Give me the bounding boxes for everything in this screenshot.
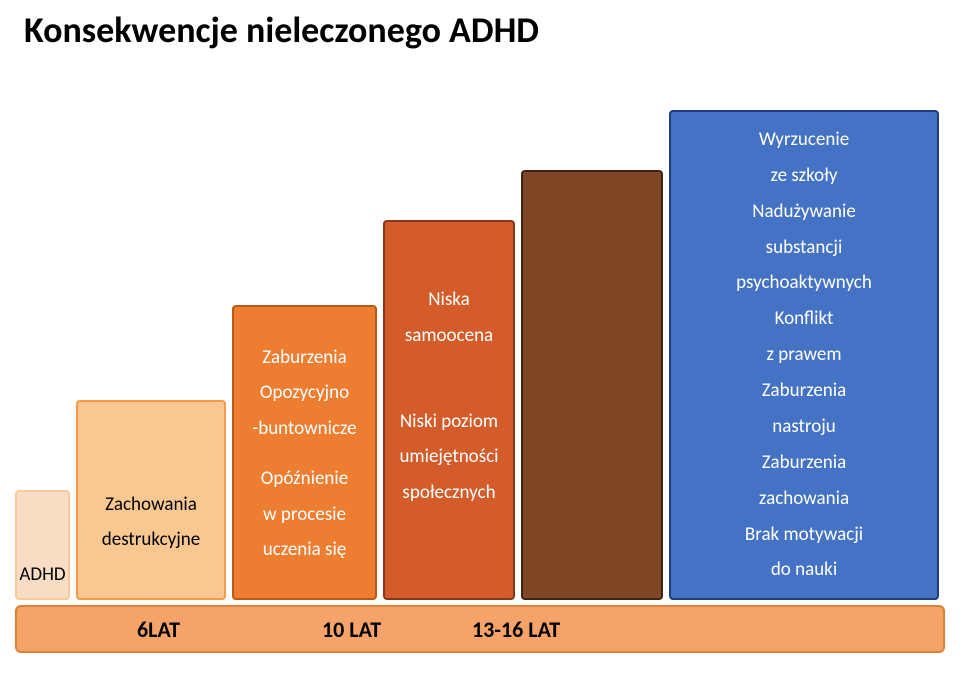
bar-adhd: ADHD	[15, 490, 70, 600]
bar-chart: ADHD Zachowania destrukcyjne Zaburzenia …	[15, 110, 945, 600]
bar-opozycyjno: Zaburzenia Opozycyjno -buntownicze Opóźn…	[232, 305, 377, 600]
bar-label: umiejętności	[399, 445, 498, 469]
timeline-label: 13-16 LAT	[472, 616, 560, 643]
bar-label: Opozycyjno	[260, 381, 349, 405]
bar-label: nastroju	[772, 415, 836, 439]
bar-label: Nadużywanie	[752, 200, 856, 224]
bar-label: uczenia się	[263, 538, 347, 562]
timeline-bar: 6LAT 10 LAT 13-16 LAT	[15, 605, 945, 653]
bar-label: zachowania	[759, 487, 849, 511]
bar-label: -buntownicze	[252, 417, 356, 441]
bar-label: ze szkoły	[771, 164, 838, 188]
bar-label: Konflikt	[775, 307, 834, 331]
bar-label: ADHD	[17, 563, 68, 586]
bar-label: Wyrzucenie	[759, 128, 849, 152]
bar-label: do nauki	[771, 558, 837, 582]
bar-label: substancji	[766, 236, 843, 260]
bar-label: Brak motywacji	[745, 523, 863, 547]
bar-wyrzucenie: Wyrzucenie ze szkoły Nadużywanie substan…	[669, 110, 939, 600]
bar-label: Zachowania	[105, 493, 197, 517]
slide-title: Konsekwencje nieleczonego ADHD	[24, 8, 539, 52]
bar-label: Niska	[428, 288, 469, 312]
timeline-label: 6LAT	[137, 616, 180, 643]
bar-empty	[521, 170, 663, 600]
bar-label: w procesie	[263, 503, 346, 527]
bar-label: Opóźnienie	[261, 467, 348, 491]
bar-label: Zaburzenia	[762, 451, 846, 475]
bar-label: destrukcyjne	[102, 528, 200, 552]
bar-label: samoocena	[405, 324, 493, 348]
bar-label: z prawem	[766, 343, 841, 367]
bar-label: Zaburzenia	[262, 346, 346, 370]
bar-label: Zaburzenia	[762, 379, 846, 403]
bar-destrukcyjne: Zachowania destrukcyjne	[76, 400, 226, 600]
bar-label: psychoaktywnych	[736, 271, 872, 295]
bar-samoocena: Niska samoocena Niski poziom umiejętnośc…	[383, 220, 515, 600]
bar-label: Niski poziom	[400, 410, 498, 434]
timeline-label: 10 LAT	[322, 616, 381, 643]
bar-label: społecznych	[402, 481, 495, 505]
